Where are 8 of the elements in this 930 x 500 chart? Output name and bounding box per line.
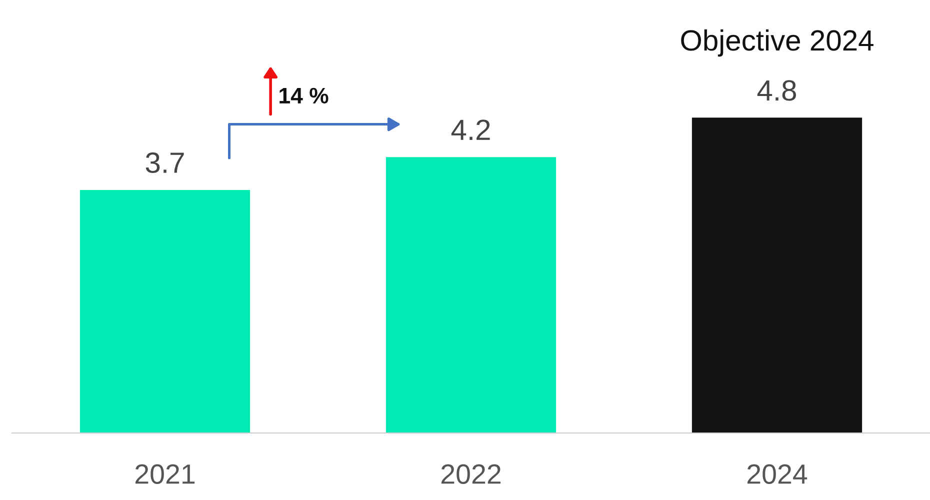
x-tick-label: 2021: [136, 464, 195, 484]
data-label: 4.2: [451, 120, 490, 140]
data-label: 3.7: [146, 152, 184, 174]
x-tick-label: 2024: [748, 464, 808, 484]
text: 14 %: [280, 88, 328, 104]
data-label: 4.8: [757, 80, 796, 101]
annotation: Objective 2024: [681, 29, 874, 57]
x-tick-label: 2022: [442, 464, 501, 484]
